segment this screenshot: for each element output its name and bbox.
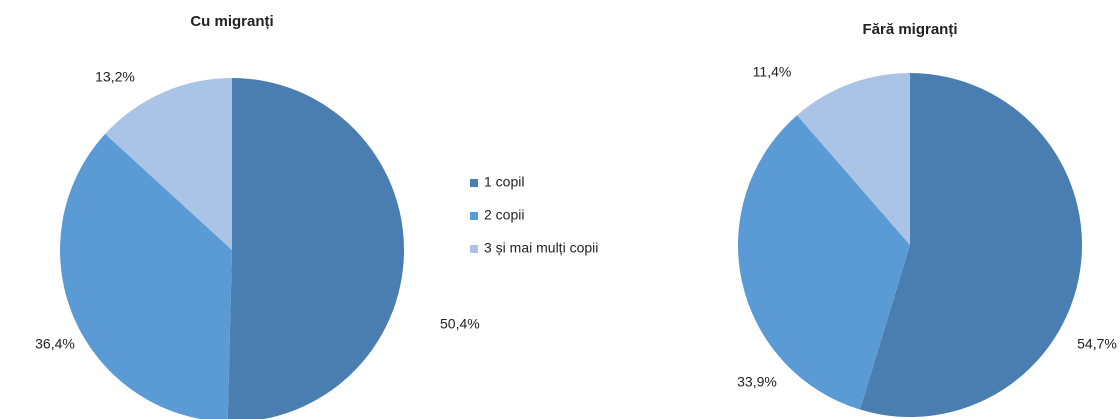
chart-title: Fără migranți	[862, 21, 957, 38]
legend-label: 1 copil	[484, 174, 524, 190]
data-label: 50,4%	[440, 316, 480, 332]
legend-swatch	[470, 179, 478, 187]
data-label: 54,7%	[1077, 336, 1117, 352]
legend-swatch	[470, 212, 478, 220]
chart-title: Cu migranți	[190, 13, 273, 30]
data-label: 33,9%	[737, 374, 777, 390]
pie-slice	[105, 78, 232, 250]
pie-slice	[738, 115, 910, 410]
pie-slice	[227, 78, 404, 419]
data-label: 11,4%	[753, 64, 792, 80]
pie-slice	[797, 73, 910, 245]
pie-slice	[60, 133, 232, 419]
data-label: 36,4%	[35, 336, 75, 352]
legend-swatch	[470, 245, 478, 253]
legend-label: 3 și mai mulți copii	[484, 240, 598, 256]
legend-label: 2 copii	[484, 207, 524, 223]
data-label: 13,2%	[95, 69, 135, 85]
pie-slice	[859, 73, 1082, 418]
